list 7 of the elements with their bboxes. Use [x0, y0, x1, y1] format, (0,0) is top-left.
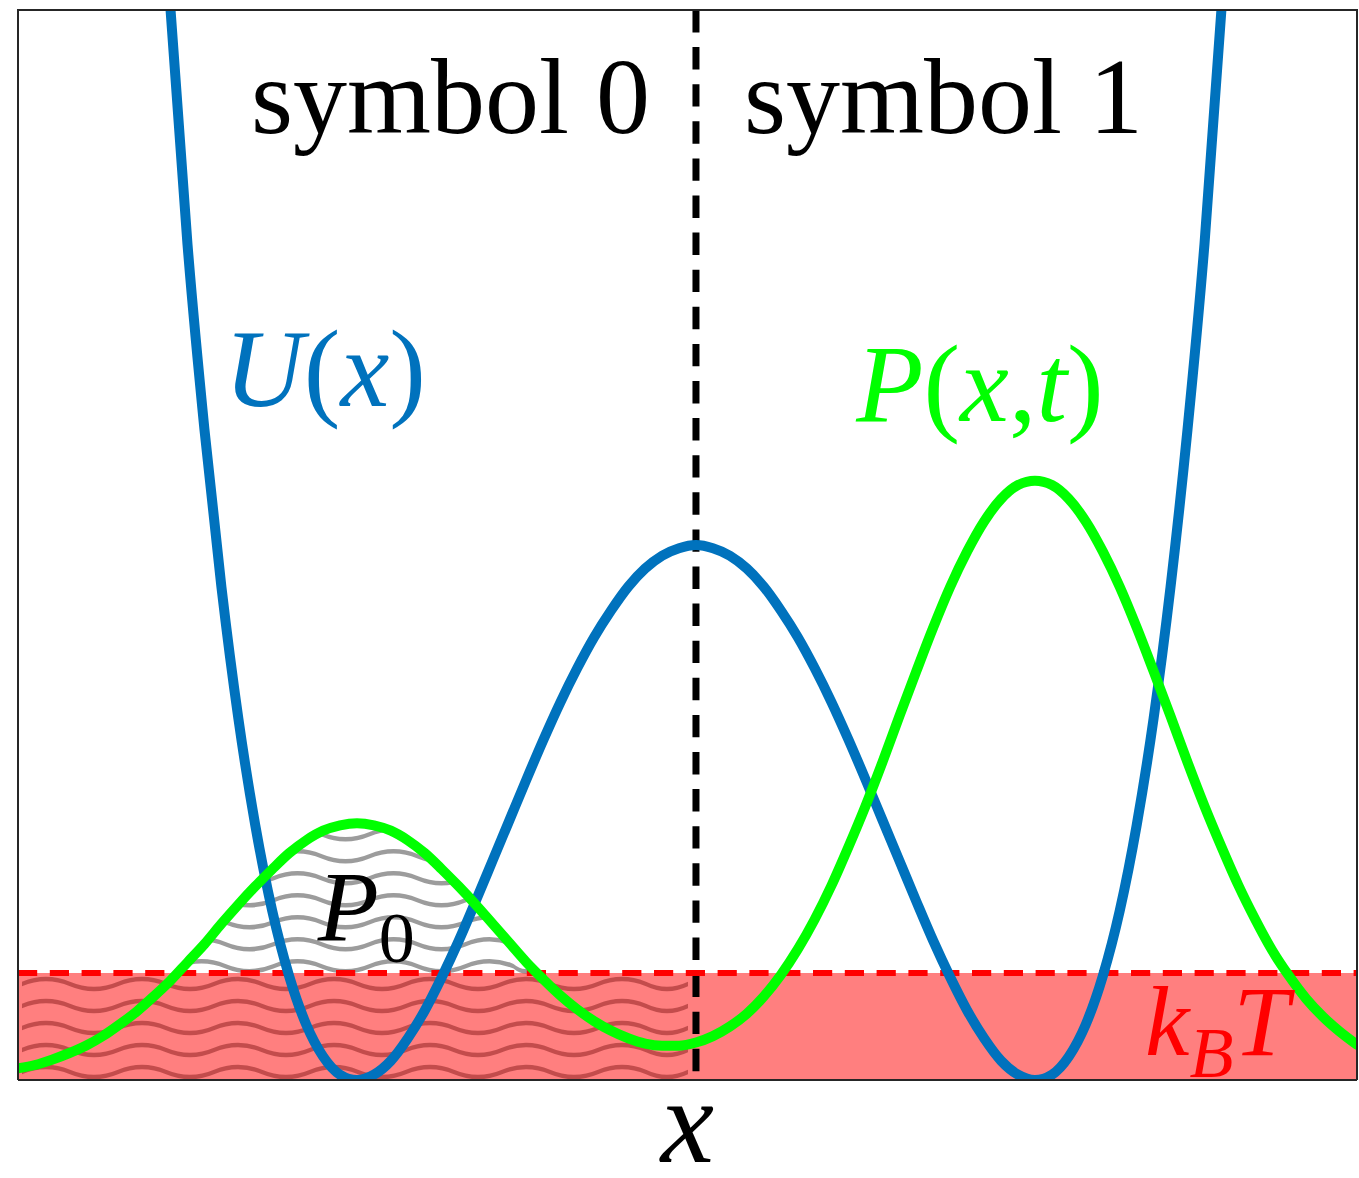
- annotation: P$_{0}$: [316, 851, 415, 978]
- series-label: U(x): [224, 307, 426, 430]
- annotation: symbol 1: [743, 37, 1144, 156]
- series-label: P(x,t): [855, 322, 1104, 445]
- x-axis-title: x: [658, 1055, 715, 1178]
- annotation: symbol 0: [250, 37, 650, 156]
- band-label: k$_{B}$T: [1145, 966, 1296, 1093]
